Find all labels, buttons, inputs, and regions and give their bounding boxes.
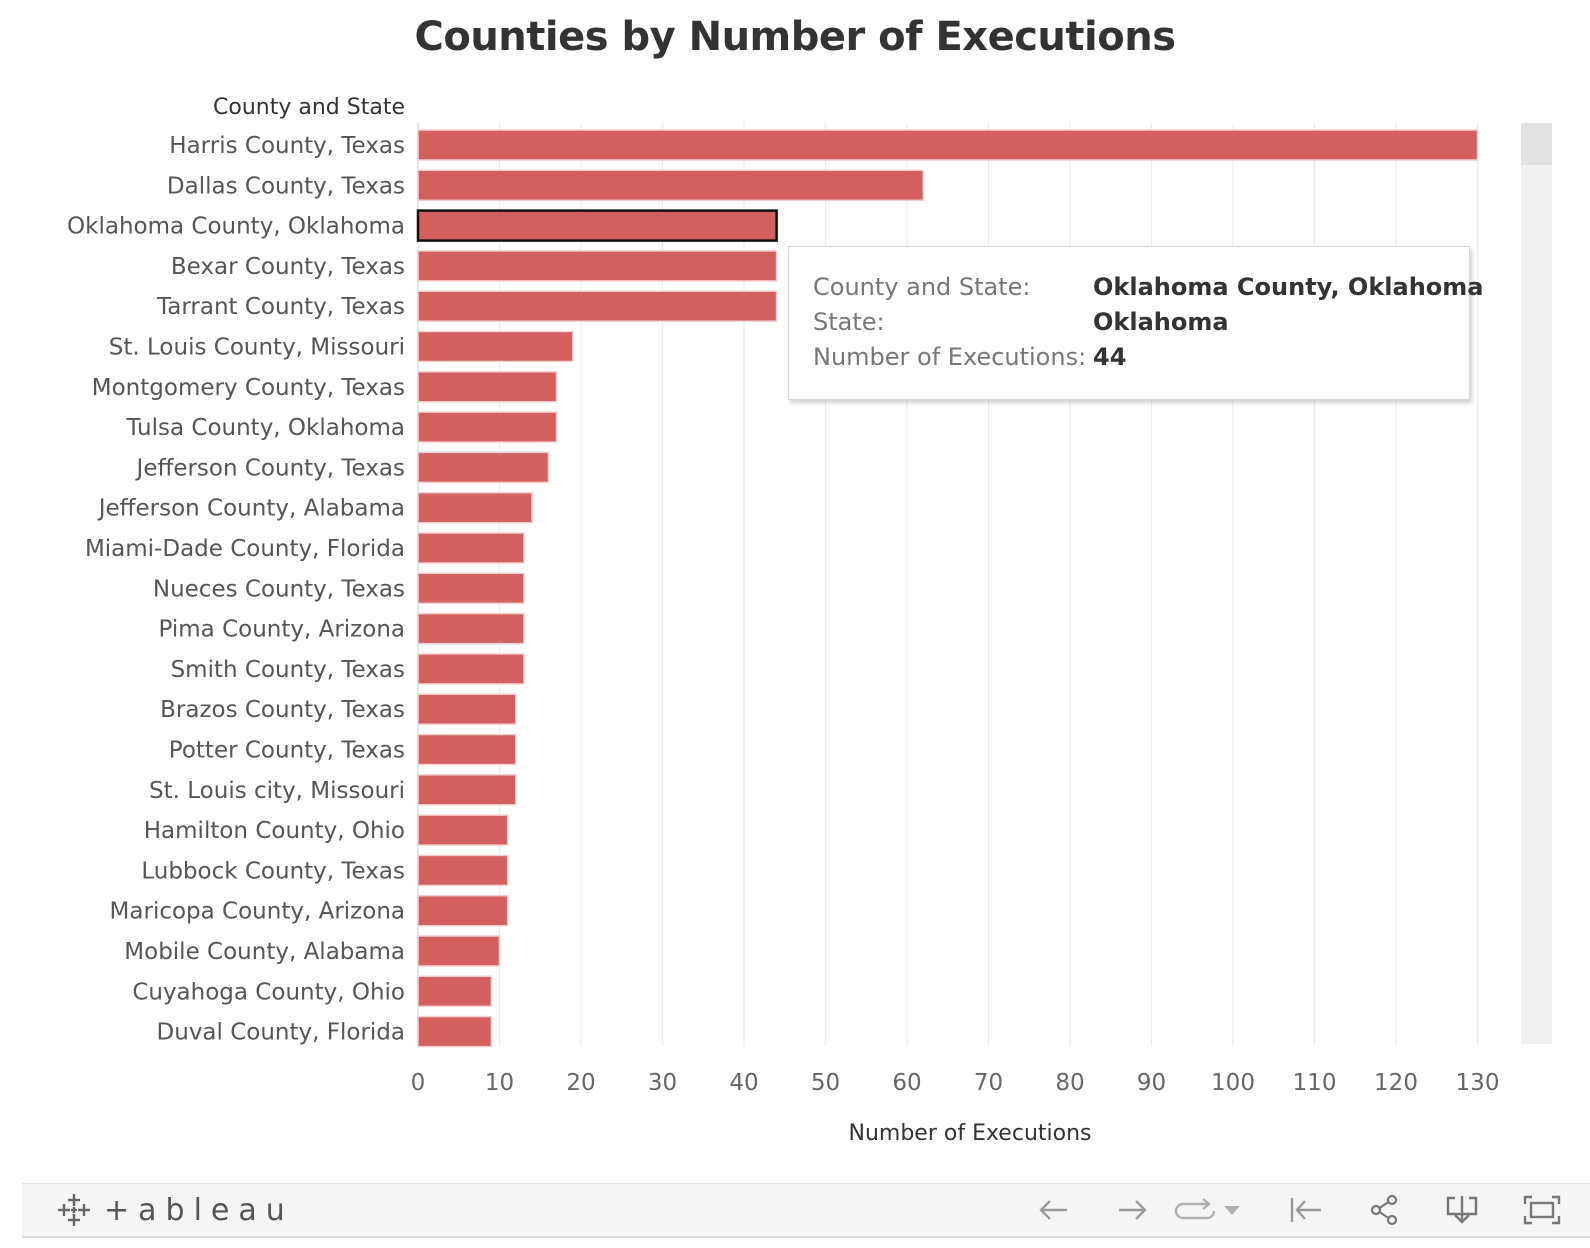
category-label: St. Louis city, Missouri xyxy=(149,778,405,804)
bar[interactable] xyxy=(417,653,525,685)
bar[interactable] xyxy=(417,572,525,605)
tooltip-row-county: County and State: Oklahoma County, Oklaho… xyxy=(813,273,1483,308)
reset-icon xyxy=(1290,1198,1321,1222)
x-axis-title: Number of Executions xyxy=(849,1121,1092,1146)
tableau-wordmark: +ableau xyxy=(104,1192,294,1228)
category-label: Smith County, Texas xyxy=(171,657,405,683)
category-label: Bexar County, Texas xyxy=(171,254,405,280)
category-label: Tarrant County, Texas xyxy=(156,294,405,320)
tooltip-key: County and State: xyxy=(813,273,1031,301)
x-tick-label: 70 xyxy=(974,1070,1003,1096)
revert-button[interactable] xyxy=(1168,1192,1222,1228)
tooltip: County and State: Oklahoma County, Oklaho… xyxy=(788,246,1483,400)
x-tick-label: 90 xyxy=(1137,1070,1166,1096)
tooltip-value: Oklahoma County, Oklahoma xyxy=(1093,273,1484,301)
share-button[interactable] xyxy=(1364,1192,1404,1228)
x-tick-label: 40 xyxy=(729,1070,758,1096)
tooltip-value: 44 xyxy=(1093,343,1127,371)
bar[interactable] xyxy=(417,451,550,484)
category-label: Lubbock County, Texas xyxy=(141,858,405,884)
bar[interactable] xyxy=(417,169,925,202)
bar[interactable] xyxy=(417,1015,493,1048)
x-tick-label: 0 xyxy=(411,1070,426,1096)
bar[interactable] xyxy=(417,491,533,524)
bar-chart: Harris County, Texas Dallas County, Texas… xyxy=(67,95,1500,1146)
x-axis-ticks: 0 10 20 30 40 50 60 70 80 90 100 110 120 130 xyxy=(411,1070,1500,1096)
revert-dropdown-button[interactable] xyxy=(1220,1192,1244,1228)
x-tick-label: 50 xyxy=(811,1070,840,1096)
category-label: Dallas County, Texas xyxy=(167,173,405,199)
redo-icon xyxy=(1119,1200,1147,1220)
category-label: Harris County, Texas xyxy=(169,133,405,159)
category-label: Pima County, Arizona xyxy=(159,617,406,643)
revert-dropdown-icon xyxy=(1224,1206,1240,1215)
tooltip-key: Number of Executions: xyxy=(813,343,1087,371)
bar[interactable] xyxy=(417,290,778,322)
bar[interactable] xyxy=(417,411,558,443)
tooltip-row-executions: Number of Executions: 44 xyxy=(813,343,1469,378)
x-tick-label: 20 xyxy=(566,1070,595,1096)
share-icon xyxy=(1370,1194,1398,1226)
bar[interactable] xyxy=(417,774,517,806)
category-label: Mobile County, Alabama xyxy=(124,939,405,965)
tableau-logo-icon xyxy=(58,1194,90,1226)
bar[interactable] xyxy=(416,209,778,242)
category-label: Maricopa County, Arizona xyxy=(110,899,405,925)
category-label: Hamilton County, Ohio xyxy=(144,818,405,844)
bar[interactable] xyxy=(417,250,778,282)
x-tick-label: 100 xyxy=(1211,1070,1255,1096)
bar[interactable] xyxy=(417,693,517,725)
category-label: Montgomery County, Texas xyxy=(92,375,405,401)
tableau-toolbar: +ableau xyxy=(22,1183,1590,1238)
x-tick-label: 110 xyxy=(1293,1070,1337,1096)
undo-button[interactable] xyxy=(1034,1192,1074,1228)
chart-title: Counties by Number of Executions xyxy=(414,14,1176,60)
bar[interactable] xyxy=(417,532,525,564)
scrollbar-thumb[interactable] xyxy=(1521,123,1552,165)
tooltip-value: Oklahoma xyxy=(1093,308,1229,336)
x-tick-label: 10 xyxy=(485,1070,514,1096)
bar[interactable] xyxy=(417,854,509,887)
revert-icon xyxy=(1174,1198,1216,1220)
x-tick-label: 120 xyxy=(1374,1070,1418,1096)
bars xyxy=(416,129,1479,1048)
category-label: Cuyahoga County, Ohio xyxy=(132,979,405,1005)
tooltip-row-state: State: Oklahoma xyxy=(813,308,1469,343)
x-tick-label: 60 xyxy=(892,1070,921,1096)
bar[interactable] xyxy=(417,814,509,846)
download-button[interactable] xyxy=(1442,1192,1482,1228)
bar[interactable] xyxy=(417,129,1479,161)
bar[interactable] xyxy=(417,371,558,403)
tooltip-key: State: xyxy=(813,308,885,336)
category-labels: Harris County, Texas Dallas County, Texas… xyxy=(67,133,405,1046)
bar[interactable] xyxy=(417,975,493,1008)
category-label: Jefferson County, Texas xyxy=(135,455,405,481)
category-label: Duval County, Florida xyxy=(157,1020,405,1046)
category-header: County and State xyxy=(213,95,405,120)
fullscreen-button[interactable] xyxy=(1522,1192,1562,1228)
bar[interactable] xyxy=(417,612,525,645)
category-label: Potter County, Texas xyxy=(169,738,405,764)
bar[interactable] xyxy=(417,935,501,967)
redo-button[interactable] xyxy=(1112,1192,1152,1228)
category-label: Oklahoma County, Oklahoma xyxy=(67,214,405,240)
bar[interactable] xyxy=(417,894,509,927)
bar[interactable] xyxy=(417,733,517,766)
x-tick-label: 80 xyxy=(1055,1070,1084,1096)
x-tick-label: 130 xyxy=(1456,1070,1500,1096)
category-label: St. Louis County, Missouri xyxy=(109,335,405,361)
x-tick-label: 30 xyxy=(648,1070,677,1096)
category-label: Jefferson County, Alabama xyxy=(97,496,405,522)
category-label: Brazos County, Texas xyxy=(160,697,405,723)
vertical-scrollbar[interactable] xyxy=(1521,123,1552,1044)
tableau-logo[interactable]: +ableau xyxy=(56,1192,294,1228)
bar[interactable] xyxy=(417,330,574,363)
reset-button[interactable] xyxy=(1286,1192,1326,1228)
category-label: Miami-Dade County, Florida xyxy=(85,536,405,562)
undo-icon xyxy=(1039,1200,1067,1220)
category-label: Nueces County, Texas xyxy=(153,576,405,602)
fullscreen-icon xyxy=(1523,1195,1561,1225)
download-icon xyxy=(1446,1196,1478,1224)
category-label: Tulsa County, Oklahoma xyxy=(125,415,405,441)
